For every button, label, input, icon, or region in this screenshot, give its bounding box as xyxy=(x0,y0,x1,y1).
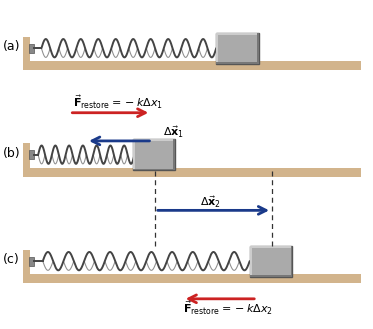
Bar xyxy=(250,245,292,277)
Bar xyxy=(133,139,175,170)
Bar xyxy=(250,275,292,277)
Bar xyxy=(23,250,30,283)
Bar xyxy=(216,33,259,35)
Bar xyxy=(29,150,34,159)
Text: $\vec{\mathbf{F}}_{\mathrm{restore}} = -k\Delta x_1$: $\vec{\mathbf{F}}_{\mathrm{restore}} = -… xyxy=(73,93,163,111)
Text: (b): (b) xyxy=(3,146,20,160)
Bar xyxy=(23,168,361,177)
Bar xyxy=(257,33,259,64)
Bar xyxy=(29,257,34,266)
Text: $\vec{\mathbf{F}}_{\mathrm{restore}} = -k\Delta x_2$: $\vec{\mathbf{F}}_{\mathrm{restore}} = -… xyxy=(183,299,273,317)
Bar xyxy=(29,44,34,53)
Bar xyxy=(173,139,175,170)
Bar xyxy=(216,33,259,64)
Bar xyxy=(23,143,30,177)
Text: (a): (a) xyxy=(3,40,20,53)
Bar xyxy=(250,245,252,277)
Bar xyxy=(133,139,135,170)
Bar xyxy=(216,33,219,64)
Bar xyxy=(133,168,175,170)
Bar xyxy=(23,274,361,283)
Text: (c): (c) xyxy=(3,253,19,266)
Bar xyxy=(23,37,30,70)
Bar xyxy=(133,139,175,141)
Bar xyxy=(216,62,259,64)
Bar xyxy=(23,61,361,70)
Bar xyxy=(291,245,292,277)
Bar xyxy=(250,245,292,247)
Text: $\Delta\vec{\mathbf{x}}_1$: $\Delta\vec{\mathbf{x}}_1$ xyxy=(163,124,184,139)
Text: $\Delta\vec{\mathbf{x}}_2$: $\Delta\vec{\mathbf{x}}_2$ xyxy=(200,194,221,210)
